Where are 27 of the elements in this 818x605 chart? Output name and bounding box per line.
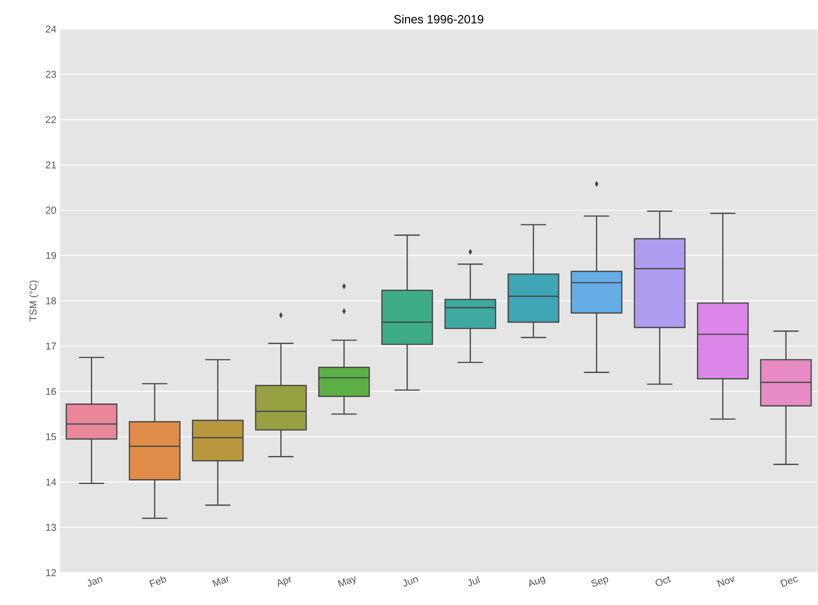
x-tick-label: Mar xyxy=(212,576,228,588)
y-tick-label: 21 xyxy=(46,162,56,169)
y-tick-label: 23 xyxy=(46,70,56,78)
x-tick-label: Nov xyxy=(717,576,734,588)
x-tick-label: Aug xyxy=(529,576,546,588)
x-tick-label: Dec xyxy=(780,577,798,588)
x-tick-label: Jan xyxy=(88,577,103,587)
y-tick-label: 14 xyxy=(46,478,56,486)
x-tick-label: Jun xyxy=(403,577,418,587)
y-tick-label: 16 xyxy=(46,388,56,396)
y-tick-label: 18 xyxy=(46,297,56,305)
y-tick-label: 19 xyxy=(46,252,56,260)
x-tick-label: Sep xyxy=(591,577,608,587)
y-tick-label: 15 xyxy=(46,433,56,440)
x-tick-label: Apr xyxy=(278,576,291,588)
y-tick-label: 22 xyxy=(46,116,56,124)
y-axis-title: TSM (°C) xyxy=(29,280,39,322)
x-tick-label: Jul xyxy=(468,576,480,586)
x-tick-label: Oct xyxy=(656,576,672,586)
chart-title: Sines 1996-2019 xyxy=(394,14,484,24)
x-tick-label: May xyxy=(338,576,356,588)
x-tick-label: Feb xyxy=(149,576,166,588)
y-tick-label: 24 xyxy=(46,26,56,33)
y-tick-label: 12 xyxy=(46,569,56,576)
y-tick-label: 13 xyxy=(46,524,56,532)
y-tick-label: 20 xyxy=(46,206,56,214)
y-tick-label: 17 xyxy=(46,342,56,350)
